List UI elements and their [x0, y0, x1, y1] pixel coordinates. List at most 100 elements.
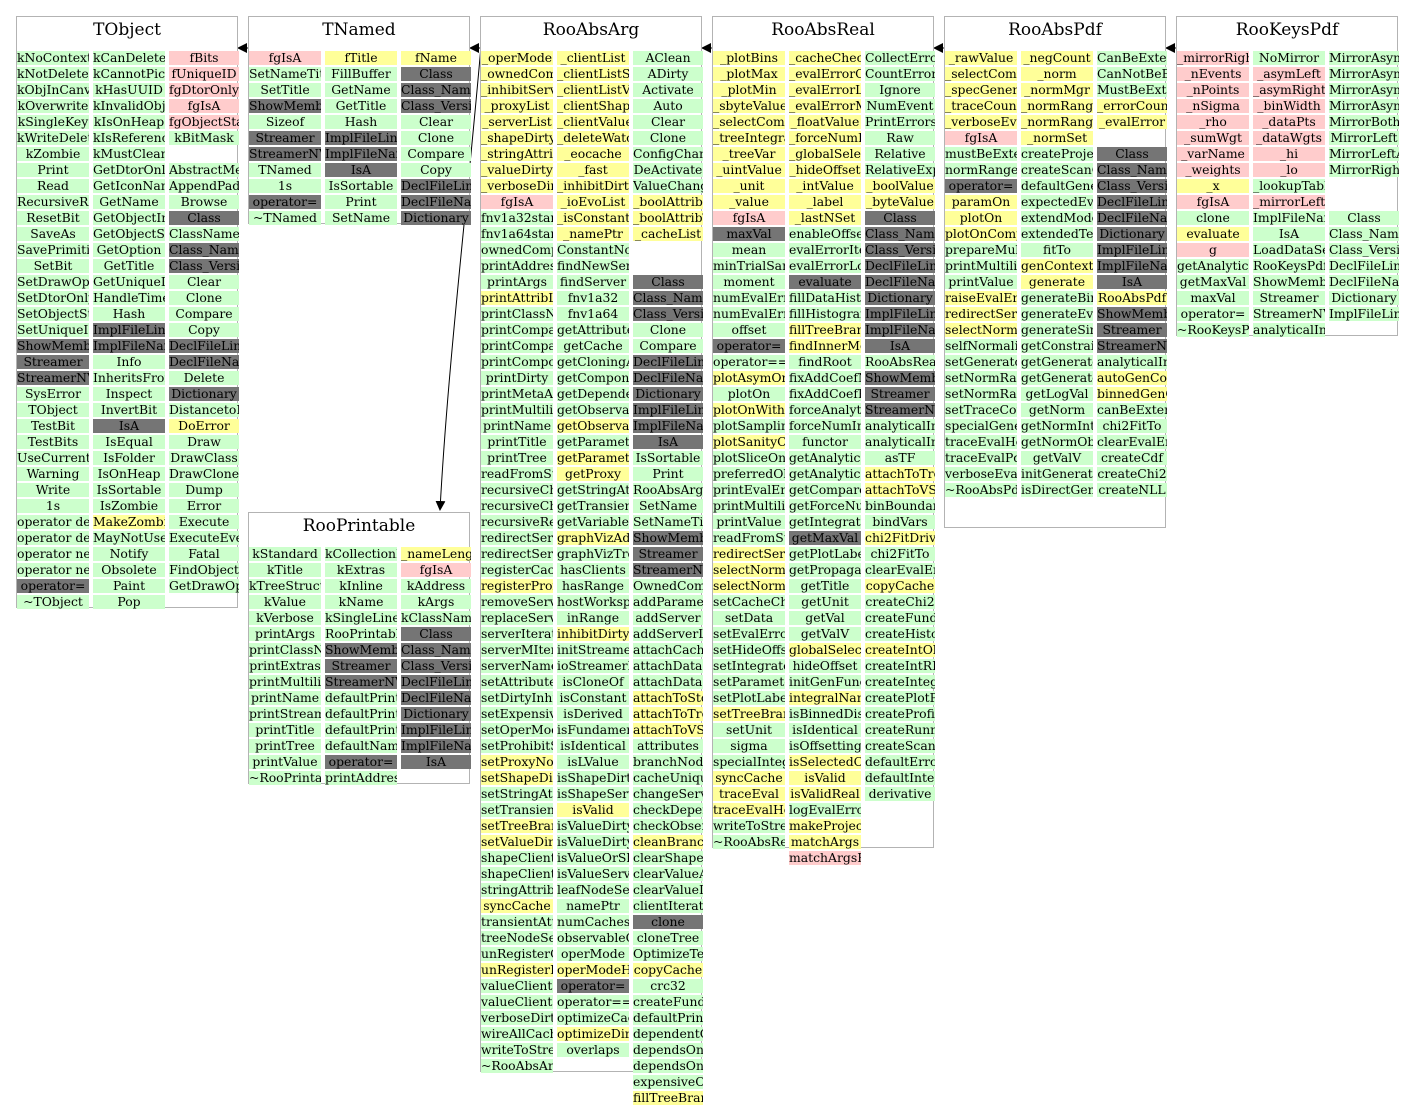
member-entry: printAttribList [481, 291, 553, 305]
member-entry: printCompactTree [481, 323, 553, 337]
member-entry [1097, 131, 1167, 145]
member-entry: evaluate [789, 275, 861, 289]
member-entry: _clientShapeIter [557, 99, 629, 113]
member-entry: Class [865, 211, 935, 225]
member-entry: plotOnWithErrorBand [713, 403, 785, 417]
member-entry: SavePrimitive [17, 243, 89, 257]
member-entry: printClassName [249, 643, 321, 657]
member-entry: SetUniqueID [17, 323, 89, 337]
member-entry: ~RooPrintable [249, 771, 321, 785]
member-entry: getValV [789, 627, 861, 641]
member-entry: numCaches [557, 915, 629, 929]
member-entry: _ownedComponents [481, 67, 553, 81]
member-entry: Warning [17, 467, 89, 481]
member-entry: fgIsA [169, 99, 239, 113]
member-entry: isValueOrShapeDirtyAndClear [557, 851, 629, 865]
member-entry: PrintErrors [865, 115, 935, 129]
member-entry: Dictionary [401, 211, 471, 225]
member-entry: isBinnedDistribution [789, 707, 861, 721]
member-entry: CanBeExtended [1097, 51, 1167, 65]
member-entry: branchNodeServerList [633, 755, 703, 769]
member-entry: getAttribute [557, 323, 629, 337]
member-entry: isValid [557, 803, 629, 817]
member-entry: _evalError [1097, 115, 1167, 129]
member-entry: ImplFileName [401, 739, 471, 753]
member-entry: kHasUUID [93, 83, 165, 97]
member-entry: setCacheCheck [713, 595, 785, 609]
member-entry: serverNameChangeHook [481, 659, 553, 673]
member-entry: printTitle [481, 435, 553, 449]
member-entry: defaultPrintContents [325, 691, 397, 705]
member-entry: operator= [945, 179, 1017, 193]
member-entry: selfNormalized [945, 339, 1017, 353]
member-entry: _dataWgts [1253, 131, 1325, 145]
member-entry: maxVal [1177, 291, 1249, 305]
member-entry: printStream [249, 707, 321, 721]
member-entry: _value [713, 195, 785, 209]
member-entry: getPropagatedError [789, 563, 861, 577]
member-entry: SaveAs [17, 227, 89, 241]
member-entry: isConstant [557, 691, 629, 705]
member-entry: isValueServer [557, 867, 629, 881]
member-entry: Compare [401, 147, 471, 161]
member-entry: kBitMask [169, 131, 239, 145]
member-entry: Clone [169, 291, 239, 305]
member-entry: Class_Version [1097, 179, 1167, 193]
member-entry: genContext [1021, 259, 1093, 273]
class-box-rooprintable: RooPrintable kStandard kTitle kTreeStructur… [248, 512, 471, 785]
member-entry: StreamerNVirtual [865, 403, 935, 417]
member-entry: isDerived [557, 707, 629, 721]
member-entry: RooKeysPdf [1253, 259, 1325, 273]
member-entry: kSingleKey [17, 115, 89, 129]
member-entry: fillTreeBranch [633, 1091, 703, 1105]
member-entry: clearShapeDirty [633, 851, 703, 865]
member-entry: _unit [713, 179, 785, 193]
member-entry: getForceNumInt [789, 499, 861, 513]
member-entry: _norm [1021, 67, 1093, 81]
member-entry: MirrorAsymLeftRight [1329, 83, 1399, 97]
member-entry: ImplFileLine [325, 131, 397, 145]
member-entry: GetIconName [93, 179, 165, 193]
member-entry: ConstantNodes [557, 243, 629, 257]
member-entry: wireAllCaches [481, 1027, 553, 1041]
member-entry: OwnedComponents [633, 579, 703, 593]
member-entry: Error [169, 499, 239, 513]
member-entry: paramOn [945, 195, 1017, 209]
member-entry: defaultNameFieldLength [325, 739, 397, 753]
member-entry: FillBuffer [325, 67, 397, 81]
member-entry: setTransientAttribute [481, 803, 553, 817]
member-entry: createIntObj [865, 643, 935, 657]
member-entry: Class [169, 211, 239, 225]
member-entry: ~TNamed [249, 211, 321, 225]
member-entry: IsA [865, 339, 935, 353]
member-entry: getValV [1021, 451, 1093, 465]
member-entry: isValueDirty [557, 819, 629, 833]
member-entry: treeNodeServerList [481, 931, 553, 945]
member-entry: ImplFileName [93, 339, 165, 353]
member-entry: _intValue [789, 179, 861, 193]
member-entry: valueClientMIterator [481, 995, 553, 1009]
member-entry: unRegisterProxy [481, 963, 553, 977]
member-entry: _traceCount [945, 99, 1017, 113]
member-entry: redirectServersHook [713, 547, 785, 561]
member-entry: printMultiline [249, 675, 321, 689]
class-title: RooKeysPdf [1235, 20, 1339, 40]
member-entry: createPlotProjection [865, 691, 935, 705]
member-entry: StreamerNVirtual [325, 675, 397, 689]
member-entry: RelativeExpected [865, 163, 935, 177]
member-entry: printEvalErrors [713, 483, 785, 497]
member-entry: ioStreamerPass2Finalize [557, 659, 629, 673]
member-entry: ownedComponents [481, 243, 553, 257]
member-entry: createRunningIntegral [865, 723, 935, 737]
member-entry: _asymLeft [1253, 67, 1325, 81]
member-entry: printMultiline [713, 499, 785, 513]
member-entry: analyticalIntegralWN [865, 435, 935, 449]
member-entry: Compare [633, 339, 703, 353]
member-entry: operMode [557, 947, 629, 961]
member-entry: makeProjectionSet [789, 819, 861, 833]
member-entry: SetName [633, 499, 703, 513]
member-entry: bindVars [865, 515, 935, 529]
member-entry: kMustCleanup [93, 147, 165, 161]
member-entry: traceEvalPdf [945, 451, 1017, 465]
member-entry: StreamerNVirtual [1097, 339, 1167, 353]
